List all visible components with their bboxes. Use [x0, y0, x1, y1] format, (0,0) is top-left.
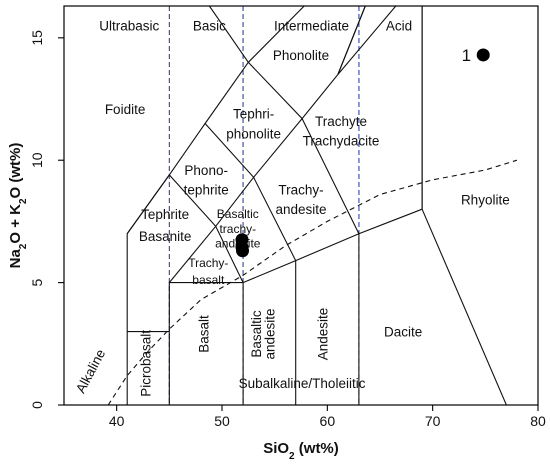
- y-tick-label: 5: [29, 279, 45, 287]
- y-axis-label: Na2O + K2O (wt%): [7, 143, 29, 269]
- field-label: Basaltic: [217, 207, 259, 221]
- field-label: basalt: [192, 273, 225, 287]
- field-label: Rhyolite: [461, 192, 510, 207]
- field-boundary-line: [337, 6, 397, 75]
- field-label: Picrobasalt: [138, 330, 153, 397]
- silica-class-label: Intermediate: [274, 19, 349, 34]
- field-label: Subalkaline/Tholeiitic: [239, 376, 366, 391]
- x-tick-label: 50: [214, 413, 230, 429]
- silica-class-label: Acid: [386, 19, 412, 34]
- field-label: Phonolite: [273, 48, 329, 63]
- y-tick-label: 15: [29, 30, 45, 46]
- field-label: andesite: [263, 308, 278, 359]
- field-boundary-line: [421, 208, 507, 405]
- field-label: trachy-: [219, 222, 256, 236]
- y-tick-label: 10: [29, 152, 45, 168]
- x-tick-label: 40: [109, 413, 125, 429]
- data-point: [236, 244, 250, 258]
- field-label: Alkaline: [73, 347, 108, 396]
- x-tick-label: 60: [320, 413, 336, 429]
- field-boundary-line: [168, 208, 423, 405]
- field-label: Trachy-: [188, 256, 228, 270]
- x-axis-label: SiO2 (wt%): [263, 440, 339, 462]
- field-boundary-line: [126, 174, 170, 235]
- field-boundary-line: [208, 6, 249, 63]
- field-label: Basanite: [139, 229, 192, 244]
- y-tick-label: 0: [29, 401, 45, 409]
- x-tick-label: 80: [530, 413, 546, 429]
- field-label: Basalt: [196, 315, 211, 353]
- field-boundary-line: [247, 61, 360, 234]
- plot-area: Ultrabasic Basic Intermediate Acid Foidite Ph…: [73, 6, 518, 405]
- field-label: phonolite: [226, 126, 281, 141]
- point-label: 1: [462, 46, 471, 65]
- field-label: Foidite: [105, 102, 146, 117]
- field-label: Trachydacite: [303, 134, 380, 149]
- field-label: andesite: [275, 202, 326, 217]
- field-label: Tephri-: [233, 107, 274, 122]
- silica-class-label: Ultrabasic: [99, 19, 159, 34]
- data-point: [476, 48, 490, 62]
- field-label: Basaltic: [249, 310, 264, 358]
- axes: 40 50 60 70 80 0 5 10 15 SiO2 (wt%) Na2O + K2O (wt…: [7, 5, 546, 462]
- field-label: Dacite: [384, 325, 422, 340]
- plot-frame: [63, 5, 539, 406]
- field-boundary-line: [204, 123, 297, 261]
- field-label: Trachy-: [278, 183, 323, 198]
- field-label: Trachyte: [315, 114, 367, 129]
- x-tick-label: 70: [425, 413, 441, 429]
- field-label: tephrite: [184, 183, 229, 198]
- field-boundary-line: [337, 6, 366, 75]
- field-label: Andesite: [315, 308, 330, 361]
- field-boundary-line: [168, 174, 244, 283]
- field-boundary-line: [247, 6, 305, 63]
- field-label: Tephrite: [141, 207, 189, 222]
- field-boundaries: [107, 6, 518, 405]
- field-label: Phono-: [184, 163, 228, 178]
- silica-class-label: Basic: [193, 19, 226, 34]
